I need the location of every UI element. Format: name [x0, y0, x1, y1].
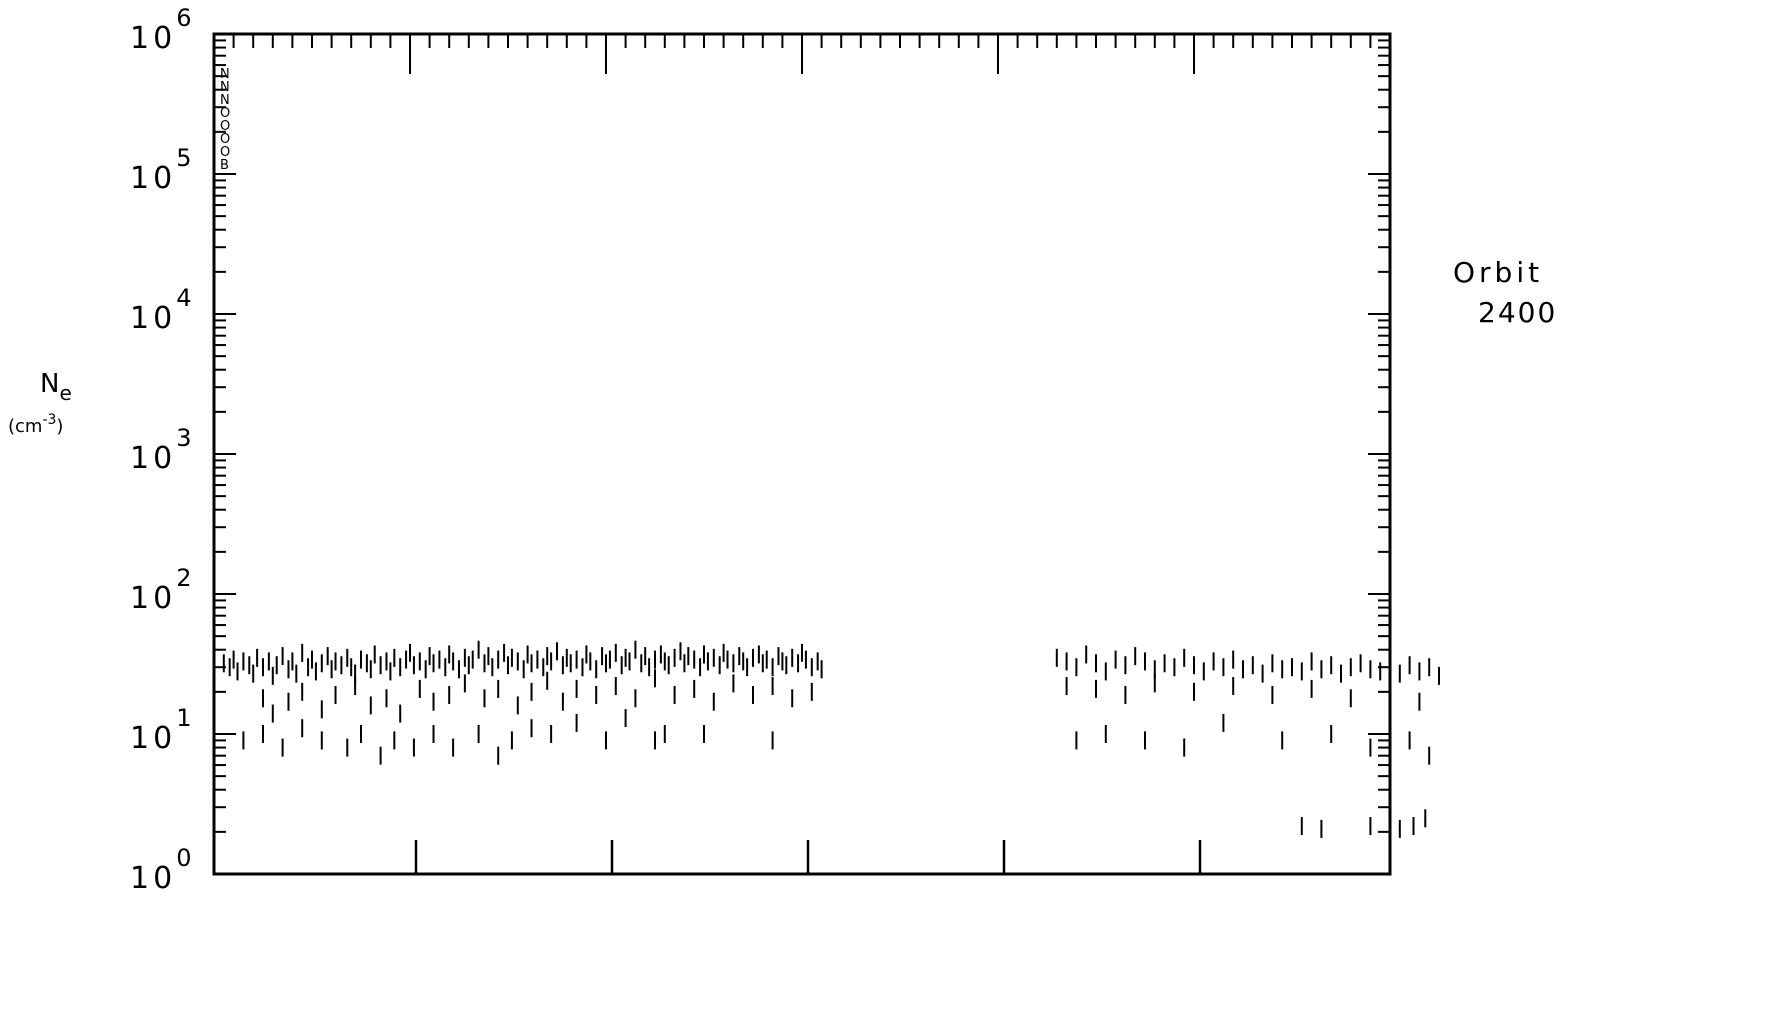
legend-glyph: B	[220, 158, 229, 173]
y-tick-labels: 100 101 102 103 104 105 106	[130, 4, 191, 896]
y-tick-label: 106	[130, 4, 191, 56]
y-tick-label: 100	[130, 844, 191, 896]
y-tick-label: 103	[130, 424, 191, 476]
plot-frame	[214, 34, 1390, 874]
y-axis-label: Ne (cm-3)	[8, 369, 72, 437]
y-tick-label: 101	[130, 704, 191, 756]
annotation-line2: 2400	[1478, 296, 1557, 329]
ylabel-units: (cm-3)	[8, 412, 63, 437]
annotation-line1: Orbit	[1453, 256, 1543, 289]
y-tick-label: 102	[130, 564, 191, 616]
y-tick-label: 105	[130, 144, 191, 196]
orbit-annotation: Orbit 2400	[1453, 256, 1557, 329]
y-tick-label: 104	[130, 284, 191, 336]
ylabel-symbol: Ne	[40, 369, 72, 405]
axis-ticks	[214, 34, 1390, 874]
data-marks	[224, 641, 1439, 838]
